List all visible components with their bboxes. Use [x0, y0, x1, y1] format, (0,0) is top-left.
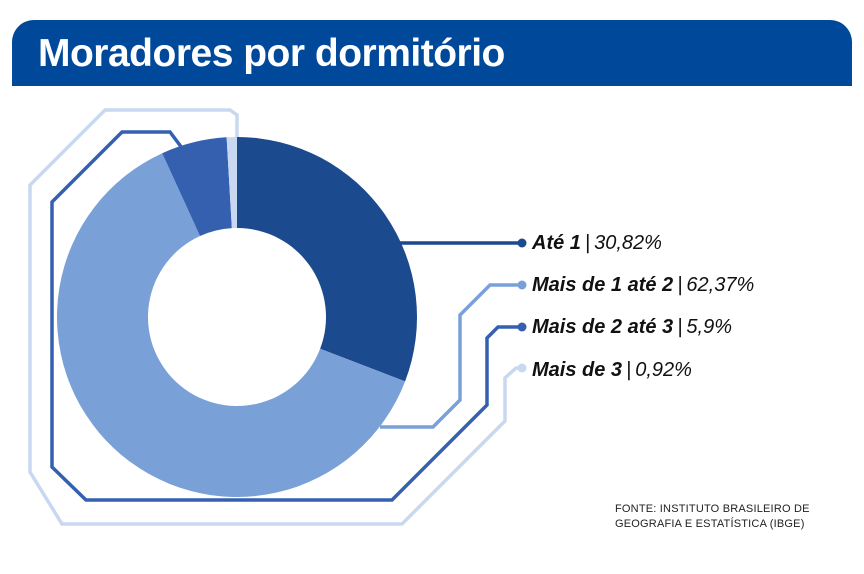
- title-banner: Moradores por dormitório: [12, 20, 852, 86]
- legend-marker-dot-2: [517, 322, 527, 332]
- source-line-2: GEOGRAFIA E ESTATÍSTICA (IBGE): [615, 518, 805, 530]
- legend-marker-dot-3: [517, 363, 527, 373]
- donut-slice-2: [162, 137, 232, 237]
- legend-value: 0,92%: [635, 359, 692, 381]
- legend-item-mais-de-2-ate-3: Mais de 2 até 3 | 5,9%: [532, 316, 732, 338]
- legend-value: 30,82%: [594, 232, 662, 254]
- legend-label: Mais de 3: [532, 359, 623, 381]
- source-line-1: FONTE: INSTITUTO BRASILEIRO DE: [615, 503, 810, 515]
- connector-line-1: [380, 283, 522, 429]
- donut-slice-0: [237, 137, 417, 382]
- connector-line-3: [28, 108, 522, 526]
- legend-value: 62,37%: [686, 274, 755, 296]
- legend-value: 5,9%: [686, 316, 732, 338]
- legend-marker-dot-0: [517, 238, 527, 248]
- connector-line-2: [50, 130, 522, 502]
- legend-label: Mais de 1 até 2: [532, 274, 674, 296]
- legend-item-ate-1: Até 1 | 30,82%: [532, 232, 662, 254]
- legend-marker-dot-1: [517, 280, 527, 290]
- donut-slice-1: [57, 153, 406, 498]
- legend-item-mais-de-1-ate-2: Mais de 1 até 2 | 62,37%: [532, 274, 755, 296]
- chart-title: Moradores por dormitório: [38, 32, 505, 75]
- legend-label: Até 1: [532, 232, 581, 254]
- legend-label: Mais de 2 até 3: [532, 316, 674, 338]
- donut-slice-3: [226, 137, 237, 229]
- source-note: FONTE: INSTITUTO BRASILEIRO DE GEOGRAFIA…: [615, 502, 810, 532]
- legend-item-mais-de-3: Mais de 3 | 0,92%: [532, 359, 692, 381]
